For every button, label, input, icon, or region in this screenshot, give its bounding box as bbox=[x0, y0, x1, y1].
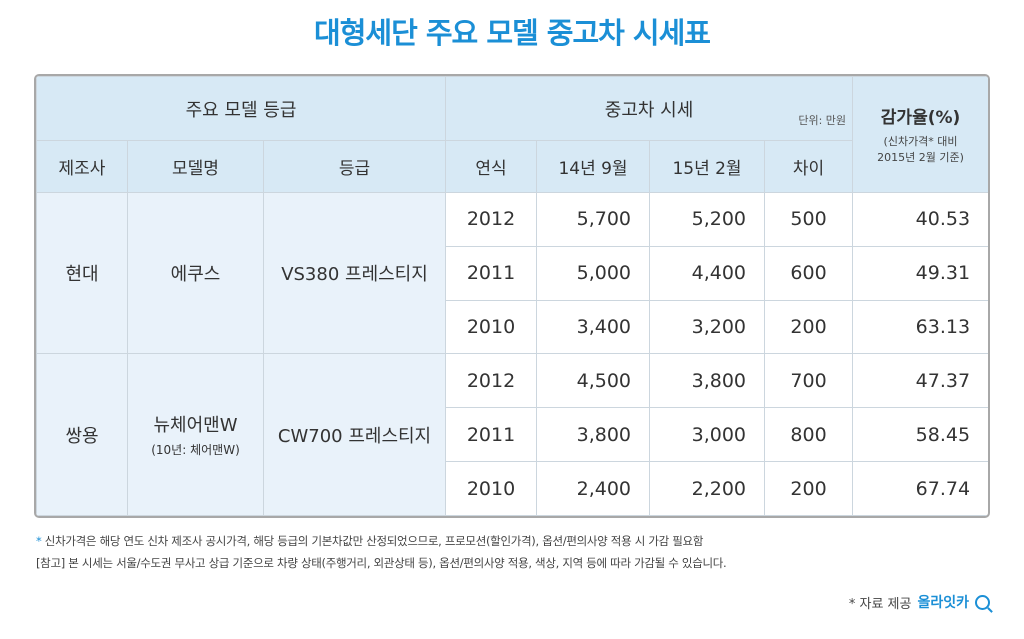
model-note: (10년: 체어맨W) bbox=[151, 443, 240, 458]
price-sep14-cell: 5,700 bbox=[536, 192, 651, 247]
price-feb15-cell: 2,200 bbox=[649, 461, 766, 516]
rate-cell: 49.31 bbox=[852, 245, 988, 301]
year-cell: 2012 bbox=[445, 192, 538, 247]
rate-cell: 63.13 bbox=[852, 299, 988, 355]
brand-logo: 올라잇카 bbox=[917, 595, 969, 611]
diff-cell: 200 bbox=[764, 461, 854, 516]
table-row: 2011 5,000 4,400 600 49.31 bbox=[37, 245, 988, 301]
maker-cell: 현대 bbox=[36, 191, 128, 355]
diff-cell: 200 bbox=[764, 299, 854, 355]
table-row: 2011 3,800 3,000 800 58.45 bbox=[37, 407, 988, 463]
diff-cell: 600 bbox=[764, 245, 854, 301]
table-row: 쌍용 뉴체어맨W (10년: 체어맨W) CW700 프레스티지 2012 4,… bbox=[36, 353, 988, 516]
group-header-price-label: 중고차 시세 bbox=[604, 99, 694, 121]
model-name: 뉴체어맨W bbox=[153, 415, 238, 437]
footnote-1: * 신차가격은 해당 연도 신차 제조사 공시가격, 해당 등급의 기본차값만 … bbox=[36, 530, 726, 552]
price-sep14-cell: 4,500 bbox=[536, 353, 651, 409]
model-cell: 에쿠스 bbox=[127, 191, 264, 355]
col-header-model: 모델명 bbox=[127, 140, 264, 193]
rate-header-sub2: 2015년 2월 기준) bbox=[877, 151, 964, 164]
price-sep14-cell: 2,400 bbox=[536, 461, 651, 516]
group-header-price: 중고차 시세 단위: 만원 bbox=[445, 76, 854, 141]
model-name: 에쿠스 bbox=[170, 264, 221, 286]
price-sep14-cell: 5,000 bbox=[536, 245, 651, 301]
col-header-diff: 차이 bbox=[764, 140, 854, 193]
rate-cell: 40.53 bbox=[852, 192, 988, 247]
footnotes: * 신차가격은 해당 연도 신차 제조사 공시가격, 해당 등급의 기본차값만 … bbox=[36, 530, 727, 574]
credit-label: * 자료 제공 bbox=[848, 596, 912, 612]
rate-cell: 47.37 bbox=[852, 353, 988, 409]
year-cell: 2012 bbox=[445, 353, 538, 409]
year-cell: 2010 bbox=[445, 461, 538, 516]
year-cell: 2011 bbox=[445, 407, 538, 463]
price-feb15-cell: 3,000 bbox=[649, 407, 766, 463]
col-header-feb15: 15년 2월 bbox=[649, 140, 766, 193]
table-row: 2010 2,400 2,200 200 67.74 bbox=[37, 461, 988, 516]
year-cell: 2010 bbox=[445, 299, 538, 355]
col-header-maker: 제조사 bbox=[36, 140, 128, 193]
rate-header: 감가율(%) (신차가격* 대비 2015년 2월 기준) bbox=[852, 76, 988, 193]
col-header-grade: 등급 bbox=[262, 140, 447, 193]
price-sep14-cell: 3,400 bbox=[536, 299, 651, 355]
table-row: 현대 에쿠스 VS380 프레스티지 2012 5,700 5,200 500 … bbox=[36, 191, 988, 355]
price-feb15-cell: 3,800 bbox=[649, 353, 766, 409]
group-header-model: 주요 모델 등급 bbox=[36, 76, 447, 141]
col-header-sep14: 14년 9월 bbox=[536, 140, 651, 193]
year-cell: 2011 bbox=[445, 245, 538, 301]
page-title: 대형세단 주요 모델 중고차 시세표 bbox=[314, 16, 711, 50]
diff-cell: 800 bbox=[764, 407, 854, 463]
price-sep14-cell: 3,800 bbox=[536, 407, 651, 463]
price-table: 주요 모델 등급 중고차 시세 단위: 만원 감가율(%) (신차가격* 대비 … bbox=[36, 76, 988, 516]
footnote-2: [참고] 본 시세는 서울/수도권 무사고 상급 기준으로 차량 상태(주행거리… bbox=[36, 556, 727, 570]
magnifier-icon bbox=[975, 594, 990, 610]
grade-cell: VS380 프레스티지 bbox=[262, 191, 447, 355]
price-table-panel: 주요 모델 등급 중고차 시세 단위: 만원 감가율(%) (신차가격* 대비 … bbox=[34, 74, 990, 518]
grade-cell: CW700 프레스티지 bbox=[262, 353, 447, 516]
model-cell: 뉴체어맨W (10년: 체어맨W) bbox=[127, 353, 264, 516]
diff-cell: 500 bbox=[764, 192, 854, 247]
rate-header-title: 감가율(%) bbox=[880, 108, 961, 128]
rate-header-sub1: (신차가격* 대비 bbox=[883, 135, 958, 148]
source-credit: * 자료 제공 올라잇카 bbox=[849, 592, 990, 612]
rate-cell: 58.45 bbox=[852, 407, 988, 463]
col-header-year: 연식 bbox=[445, 140, 538, 193]
diff-cell: 700 bbox=[764, 353, 854, 409]
price-feb15-cell: 3,200 bbox=[649, 299, 766, 355]
footnote-star: * bbox=[36, 534, 42, 548]
price-feb15-cell: 4,400 bbox=[649, 245, 766, 301]
maker-cell: 쌍용 bbox=[36, 353, 128, 516]
rate-cell: 67.74 bbox=[852, 461, 988, 516]
unit-label: 단위: 만원 bbox=[798, 114, 847, 127]
table-row: 2010 3,400 3,200 200 63.13 bbox=[37, 299, 988, 355]
footnote-1-text: 신차가격은 해당 연도 신차 제조사 공시가격, 해당 등급의 기본차값만 산정… bbox=[41, 534, 704, 548]
price-feb15-cell: 5,200 bbox=[649, 192, 766, 247]
